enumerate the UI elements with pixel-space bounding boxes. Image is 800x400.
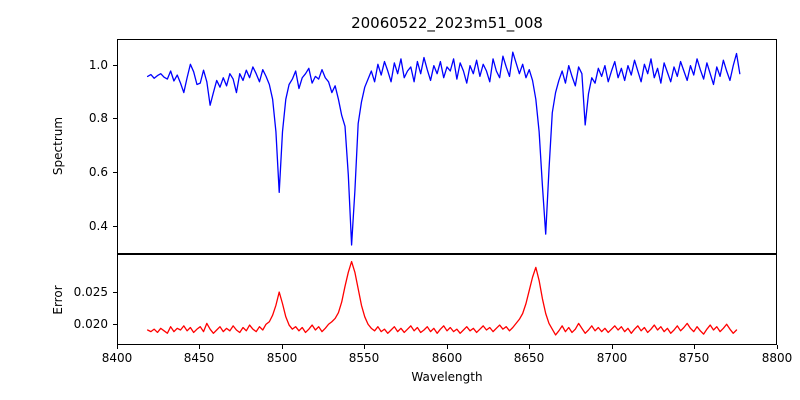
xtick-mark-8400	[117, 345, 118, 349]
xtick-label-8550: 8550	[348, 351, 380, 365]
xtick-mark-8500	[282, 345, 283, 349]
ytick-mark-top-0.8	[113, 118, 117, 119]
error-data-line	[148, 262, 737, 335]
xtick-mark-8550	[364, 345, 365, 349]
figure-title: 20060522_2023m51_008	[351, 14, 543, 32]
spectrum-axis-label: Spectrum	[51, 116, 65, 176]
xtick-mark-8600	[447, 345, 448, 349]
error-axes	[117, 254, 777, 345]
xtick-label-8500: 8500	[266, 351, 298, 365]
ytick-label-bottom-0.020: 0.020	[73, 317, 108, 331]
xtick-mark-8650	[529, 345, 530, 349]
xtick-label-8750: 8750	[678, 351, 710, 365]
error-axis-label: Error	[51, 285, 65, 315]
xtick-mark-8450	[199, 345, 200, 349]
ytick-label-top-0.8: 0.8	[88, 111, 108, 125]
ytick-mark-top-0.6	[113, 172, 117, 173]
xtick-mark-8750	[694, 345, 695, 349]
spectrum-axes	[117, 39, 777, 254]
ytick-mark-bottom-0.025	[113, 292, 117, 293]
ytick-label-top-1.0: 1.0	[88, 58, 108, 72]
spectrum-plot-area	[118, 40, 776, 253]
xtick-label-8400: 8400	[101, 351, 133, 365]
xtick-mark-8700	[612, 345, 613, 349]
ytick-label-top-0.6: 0.6	[88, 165, 108, 179]
xtick-label-8650: 8650	[513, 351, 545, 365]
xtick-label-8800: 8800	[761, 351, 793, 365]
ytick-mark-bottom-0.020	[113, 324, 117, 325]
xtick-label-8450: 8450	[183, 351, 215, 365]
xtick-label-8600: 8600	[431, 351, 463, 365]
error-plot-area	[118, 255, 776, 344]
ytick-mark-top-1.0	[113, 65, 117, 66]
wavelength-axis-label: Wavelength	[411, 370, 483, 384]
ytick-label-top-0.4: 0.4	[88, 219, 108, 233]
spectrum-data-line	[148, 52, 740, 245]
ytick-mark-top-0.4	[113, 226, 117, 227]
ytick-label-bottom-0.025: 0.025	[73, 285, 108, 299]
xtick-label-8700: 8700	[596, 351, 628, 365]
xtick-mark-8800	[777, 345, 778, 349]
